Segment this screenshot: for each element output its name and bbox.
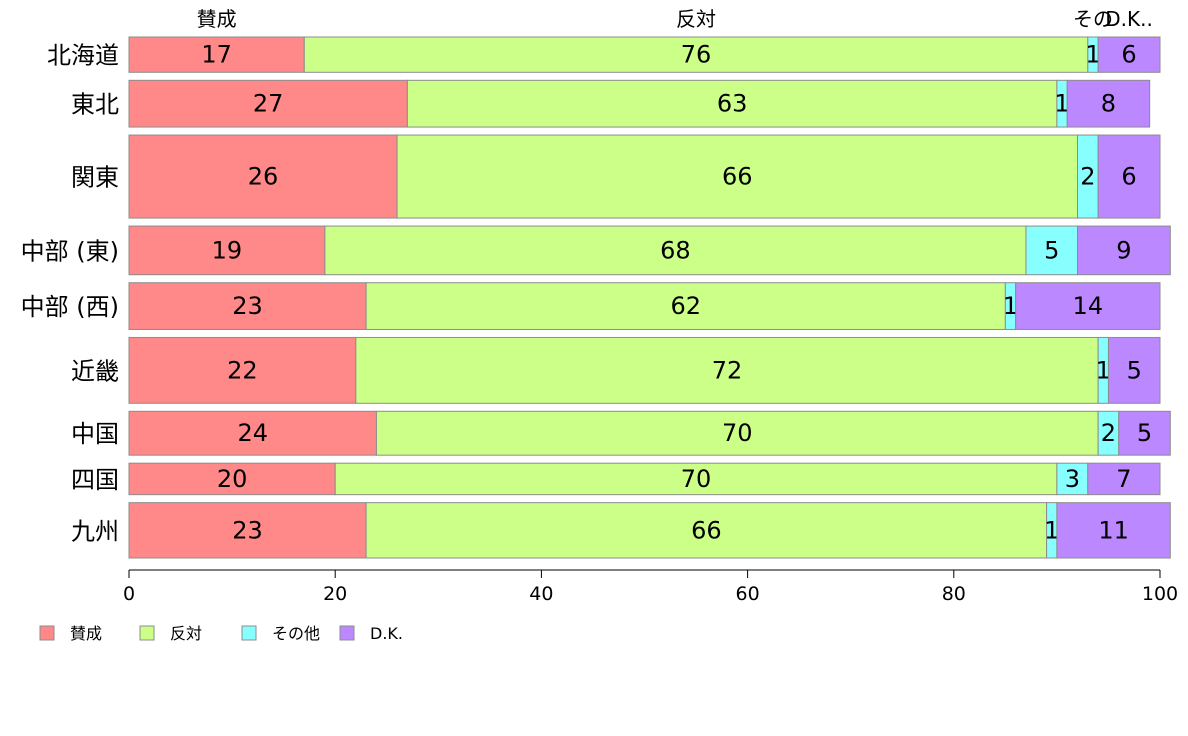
bar-value-label: 23 [232, 292, 263, 320]
top-category-label: D.K.. [1105, 7, 1153, 31]
category-label: 四国 [71, 466, 119, 494]
bar-segment [1097, 36, 1161, 73]
bar-segment [128, 410, 377, 456]
bar-segment [1066, 79, 1151, 128]
category-label: 九州 [71, 517, 119, 545]
bar-value-label: 70 [722, 419, 753, 447]
bar-value-label: 3 [1065, 465, 1080, 493]
bar-segment [355, 336, 1099, 404]
bar-value-label: 68 [660, 236, 691, 264]
bar-segment [128, 502, 367, 559]
category-label: 関東 [71, 164, 119, 192]
bar-value-label: 1 [1085, 41, 1100, 69]
category-label: 東北 [71, 91, 119, 119]
bar-value-label: 76 [681, 41, 712, 69]
x-tick-label: 80 [942, 583, 966, 605]
bar-value-label: 6 [1121, 41, 1136, 69]
bar-segment [1025, 225, 1079, 276]
bar-segment [406, 79, 1058, 128]
bar-value-label: 5 [1127, 356, 1142, 384]
legend-label: D.K. [370, 624, 403, 643]
top-labels-group: 賛成 反対 そのD.K.. [197, 7, 1153, 31]
x-tick-label: 100 [1142, 583, 1178, 605]
x-tick-label: 60 [736, 583, 760, 605]
x-tick-label: 0 [123, 583, 135, 605]
category-label: 中部 (西) [21, 293, 119, 321]
bar-value-label: 63 [717, 90, 748, 118]
bar-value-label: 70 [681, 465, 712, 493]
x-axis: 0 20 40 60 80 100 [123, 569, 1178, 605]
bar-value-label: 14 [1073, 292, 1104, 320]
category-label: 北海道 [47, 42, 119, 70]
category-label: 近畿 [71, 357, 119, 385]
legend-swatch [139, 625, 155, 641]
bar-segment [128, 134, 398, 219]
bar-segment [128, 225, 326, 276]
top-category-label: 賛成 [197, 7, 237, 31]
bar-value-label: 24 [237, 419, 268, 447]
bar-value-label: 9 [1116, 236, 1131, 264]
bar-value-label: 22 [227, 356, 258, 384]
bar-value-label: 19 [212, 236, 243, 264]
bar-value-label: 1 [1003, 292, 1018, 320]
legend-label: その他 [272, 624, 320, 643]
legend: 賛成 反対 その他 D.K. [39, 624, 403, 643]
bar-segment [324, 225, 1027, 276]
bar-value-label: 62 [670, 292, 701, 320]
x-tick-label: 20 [323, 583, 347, 605]
bar-segment [1107, 336, 1161, 404]
bar-value-label: 11 [1098, 516, 1129, 544]
bar-segment [1087, 462, 1161, 496]
bar-segment [1118, 410, 1171, 456]
bar-segment [128, 462, 336, 496]
category-label: 中部 (東) [21, 237, 119, 265]
bar-value-label: 7 [1116, 465, 1131, 493]
legend-label: 賛成 [70, 624, 102, 643]
bar-value-label: 17 [201, 41, 232, 69]
bar-segment [1077, 225, 1171, 276]
bar-segment [375, 410, 1099, 456]
bar-segment [128, 336, 357, 404]
bar-value-label: 2 [1101, 419, 1116, 447]
bar-segment [1015, 282, 1161, 330]
legend-label: 反対 [170, 624, 202, 643]
bar-value-label: 8 [1101, 90, 1116, 118]
bar-value-label: 26 [248, 163, 279, 191]
legend-swatch [339, 625, 355, 641]
x-tick-label: 40 [529, 583, 553, 605]
bar-value-label: 66 [691, 516, 722, 544]
bar-value-label: 23 [232, 516, 263, 544]
bar-segment [365, 502, 1048, 559]
legend-swatch [39, 625, 55, 641]
bar-segment [1056, 502, 1171, 559]
bar-value-label: 20 [217, 465, 248, 493]
bar-value-label: 1 [1044, 516, 1059, 544]
bar-segment [303, 36, 1089, 73]
bar-value-label: 5 [1137, 419, 1152, 447]
bar-value-label: 72 [712, 356, 743, 384]
top-category-label: その [1073, 7, 1113, 31]
legend-swatch [241, 625, 257, 641]
bar-value-label: 2 [1080, 163, 1095, 191]
bar-segment [128, 36, 305, 73]
bar-segment [365, 282, 1006, 330]
bar-value-label: 66 [722, 163, 753, 191]
bar-value-label: 6 [1121, 163, 1136, 191]
top-category-label: 反対 [676, 7, 716, 31]
bar-value-label: 27 [253, 90, 284, 118]
bar-segment [1097, 134, 1161, 219]
category-label: 中国 [71, 420, 119, 448]
bar-value-label: 5 [1044, 236, 1059, 264]
bar-segment [396, 134, 1079, 219]
bar-segment [128, 282, 367, 330]
bar-segment [128, 79, 408, 128]
bar-value-label: 1 [1096, 356, 1111, 384]
bar-value-label: 1 [1054, 90, 1069, 118]
